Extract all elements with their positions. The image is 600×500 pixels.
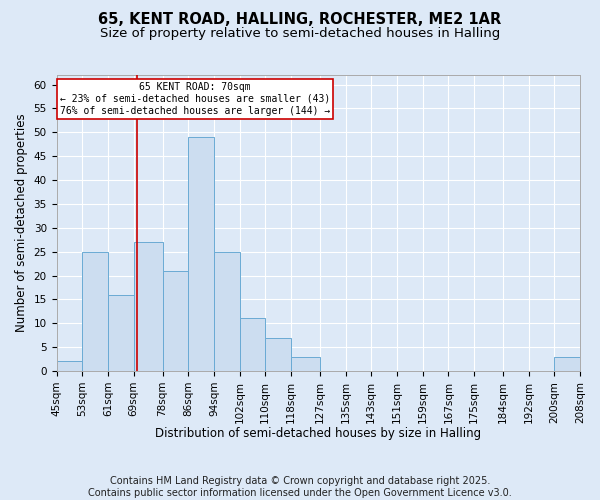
Bar: [134, 242, 163, 371]
Text: 65 KENT ROAD: 70sqm
← 23% of semi-detached houses are smaller (43)
76% of semi-d: 65 KENT ROAD: 70sqm ← 23% of semi-detach…: [60, 82, 331, 116]
Bar: [163, 270, 188, 371]
Bar: [239, 318, 265, 371]
Bar: [188, 137, 214, 371]
Bar: [82, 252, 108, 371]
Text: 65, KENT ROAD, HALLING, ROCHESTER, ME2 1AR: 65, KENT ROAD, HALLING, ROCHESTER, ME2 1…: [98, 12, 502, 28]
Text: Contains HM Land Registry data © Crown copyright and database right 2025.
Contai: Contains HM Land Registry data © Crown c…: [88, 476, 512, 498]
Bar: [108, 294, 134, 371]
Bar: [214, 252, 239, 371]
Text: Size of property relative to semi-detached houses in Halling: Size of property relative to semi-detach…: [100, 28, 500, 40]
Bar: [56, 362, 82, 371]
Y-axis label: Number of semi-detached properties: Number of semi-detached properties: [15, 114, 28, 332]
X-axis label: Distribution of semi-detached houses by size in Halling: Distribution of semi-detached houses by …: [155, 427, 481, 440]
Bar: [554, 356, 580, 371]
Bar: [291, 356, 320, 371]
Bar: [265, 338, 291, 371]
